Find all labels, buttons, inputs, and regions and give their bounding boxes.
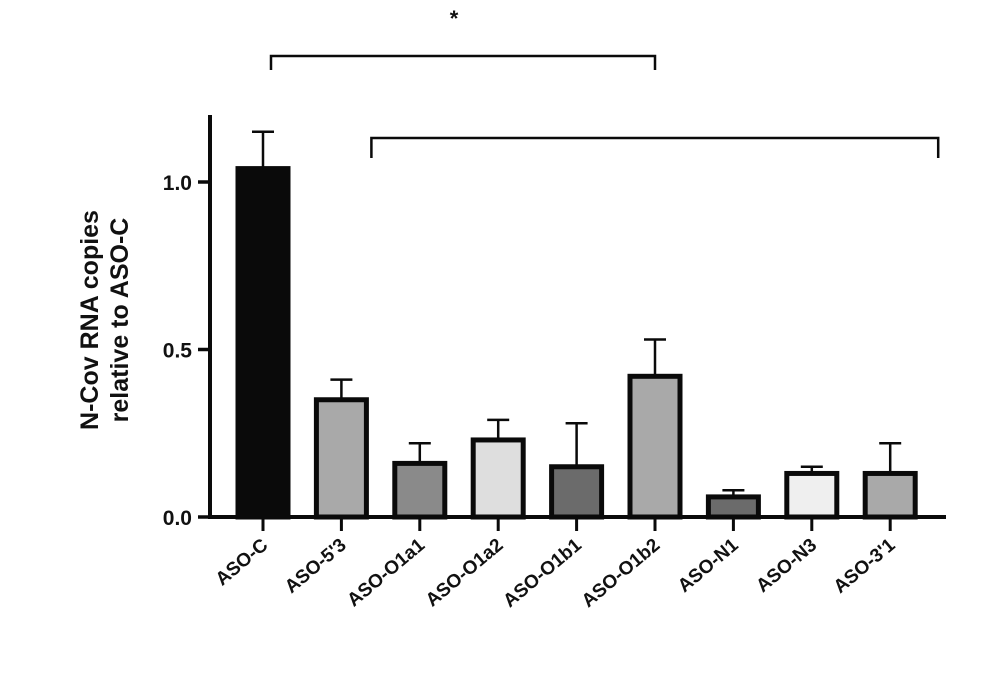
bar-2 [313,397,369,520]
bar-9 [862,470,918,520]
significance-label-1: * [450,6,459,31]
y-tick-label-1: 0.0 [163,507,192,530]
x-tick-label-4: ASO-O1a2 [422,535,507,611]
bar-7 [705,494,761,520]
x-tick-label-2: ASO-5'3 [281,535,351,598]
bar-1 [235,166,291,520]
significance-bracket-2 [370,136,940,158]
bar-8 [784,470,840,520]
bar-3 [392,460,448,520]
y-axis-label-line-1: N-Cov RNA copies [76,210,104,430]
x-tick-label-6: ASO-O1b2 [578,535,664,612]
significance-layer: * [269,6,940,158]
bar-4 [470,437,526,520]
x-tick-label-8: ASO-N3 [753,535,821,597]
y-axis-label: N-Cov RNA copies relative to ASO-C [76,210,134,430]
x-tick-label-3: ASO-O1a1 [344,534,430,611]
y-axis-label-line-2: relative to ASO-C [106,218,134,423]
x-tick-label-5: ASO-O1b1 [500,534,587,611]
x-tick-label-9: ASO-3'1 [830,534,900,597]
bar-6 [627,373,683,520]
y-tick-label-3: 1.0 [163,172,192,195]
bar-5 [549,464,605,520]
significance-bracket-1 [269,54,657,70]
x-tick-label-1: ASO-C [212,535,273,591]
y-tick-label-2: 0.5 [163,340,193,363]
bars-layer [235,130,918,520]
x-tick-label-7: ASO-N1 [674,534,743,597]
